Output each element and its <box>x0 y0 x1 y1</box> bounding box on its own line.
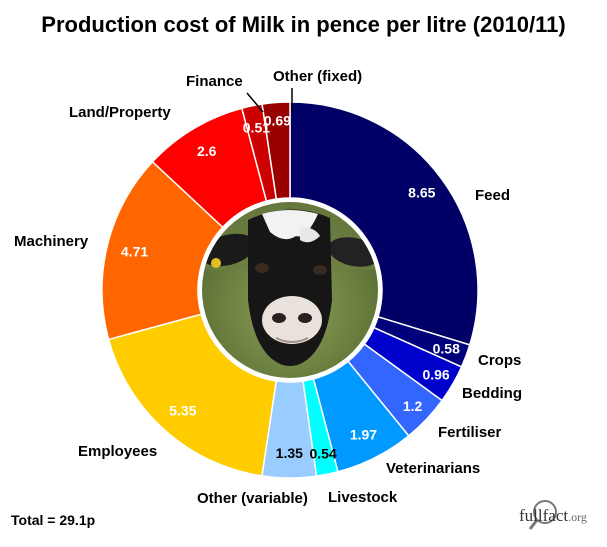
value-label: 8.65 <box>408 184 435 200</box>
slice-employees <box>107 313 278 477</box>
category-label: Crops <box>478 352 521 369</box>
slice-feed <box>289 101 479 346</box>
value-label: 0.96 <box>422 367 449 383</box>
value-label: 1.35 <box>276 445 303 461</box>
cow-photo <box>202 202 378 378</box>
value-label: 1.2 <box>403 398 423 414</box>
category-label: Veterinarians <box>386 460 480 477</box>
category-label: Other (fixed) <box>273 68 362 85</box>
value-label: 0.51 <box>243 120 270 136</box>
value-label: 4.71 <box>121 244 148 260</box>
category-label: Employees <box>78 443 157 460</box>
slice-other-fixed <box>261 101 291 200</box>
slice-machinery <box>101 160 224 341</box>
category-label: Other (variable) <box>197 490 308 507</box>
category-label: Land/Property <box>69 104 171 121</box>
value-label: 0.69 <box>264 113 291 129</box>
fullfact-logo <box>528 500 557 530</box>
category-label: Fertiliser <box>438 424 502 441</box>
category-label: Feed <box>475 187 510 204</box>
fullfact-logo-text: fullfact.org <box>519 506 587 525</box>
value-label: 0.58 <box>433 341 460 357</box>
leader-line <box>246 92 264 113</box>
chart-title: Production cost of Milk in pence per lit… <box>41 12 566 37</box>
value-label: 0.54 <box>309 446 336 462</box>
category-label: Finance <box>186 73 243 90</box>
value-label: 5.35 <box>169 402 196 418</box>
category-label: Livestock <box>328 489 398 506</box>
value-label: 1.97 <box>350 426 377 442</box>
category-label: Machinery <box>14 233 89 250</box>
category-label: Bedding <box>462 385 522 402</box>
total-label: Total = 29.1p <box>11 512 96 528</box>
value-label: 2.6 <box>197 143 217 159</box>
